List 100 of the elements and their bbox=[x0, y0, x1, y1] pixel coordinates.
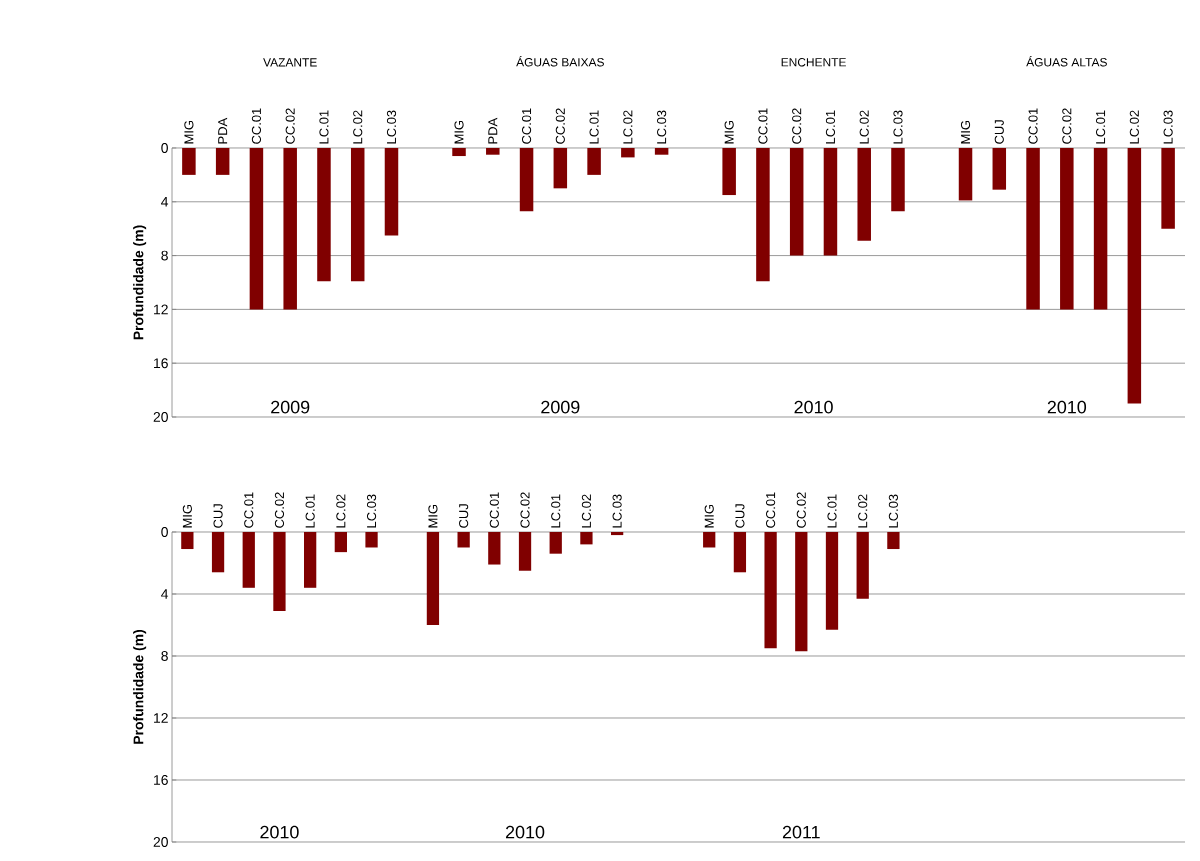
x-tick-label: LC.03 bbox=[386, 110, 397, 144]
x-tick-label: PDA bbox=[488, 117, 498, 144]
bar bbox=[789, 147, 804, 256]
x-tick-label: MIG bbox=[724, 120, 734, 144]
bar bbox=[825, 531, 839, 630]
x-tick-label: CC.02 bbox=[520, 492, 530, 528]
bar bbox=[823, 147, 838, 256]
bar bbox=[887, 531, 900, 550]
x-tick-label: MIG bbox=[428, 504, 438, 528]
bar bbox=[1060, 147, 1074, 310]
y-tick-label: 12 bbox=[154, 713, 168, 723]
bar bbox=[756, 147, 770, 282]
x-tick-label: CUJ bbox=[735, 504, 745, 528]
bar bbox=[856, 531, 869, 599]
bar bbox=[317, 147, 331, 282]
x-tick-label: MIG bbox=[182, 504, 192, 528]
x-tick-label: CC.01 bbox=[1028, 108, 1038, 144]
x-tick-label: LC.02 bbox=[1129, 110, 1139, 144]
y-axis-title: Profundidade (m) bbox=[133, 629, 147, 744]
x-tick-label: MIG bbox=[184, 120, 194, 144]
bar bbox=[426, 531, 440, 625]
x-tick-label: LC.03 bbox=[893, 110, 903, 144]
bar bbox=[304, 531, 317, 588]
x-tick-label: CC.01 bbox=[251, 108, 262, 144]
x-tick-label: CC.01 bbox=[489, 492, 499, 528]
y-tick-label: 4 bbox=[161, 589, 169, 599]
x-tick-label: MIG bbox=[454, 120, 464, 144]
x-tick-label: CC.01 bbox=[766, 492, 776, 528]
bar bbox=[992, 147, 1007, 190]
x-tick-label: CC.02 bbox=[274, 492, 285, 528]
bar bbox=[703, 531, 716, 548]
x-tick-label: LC.01 bbox=[589, 110, 599, 144]
annotation: 2009 bbox=[541, 400, 580, 414]
x-tick-label: CC.02 bbox=[792, 108, 802, 144]
y-tick-label: 20 bbox=[153, 412, 168, 422]
bar bbox=[242, 531, 255, 588]
x-tick-label: LC.02 bbox=[858, 494, 868, 528]
bar bbox=[553, 147, 568, 189]
x-tick-label: LC.03 bbox=[1163, 110, 1173, 144]
y-tick-label: 20 bbox=[153, 837, 168, 847]
x-tick-label: LC.03 bbox=[888, 494, 898, 528]
x-tick-label: PDA bbox=[218, 117, 228, 144]
x-tick-label: LC.01 bbox=[825, 110, 836, 144]
x-tick-label: LC.03 bbox=[612, 494, 622, 528]
bar bbox=[283, 147, 297, 310]
bar bbox=[518, 531, 532, 571]
bar bbox=[580, 531, 593, 545]
x-tick-label: MIG bbox=[960, 120, 971, 144]
x-tick-label: CUJ bbox=[459, 504, 469, 528]
x-tick-label: CC.01 bbox=[758, 108, 768, 144]
bar bbox=[857, 147, 871, 241]
x-tick-label: LC.01 bbox=[305, 494, 315, 528]
bar bbox=[1093, 147, 1108, 310]
x-tick-label: CC.02 bbox=[555, 108, 565, 144]
bar bbox=[891, 147, 905, 212]
x-tick-label: LC.01 bbox=[551, 494, 561, 528]
bar bbox=[654, 147, 669, 155]
y-tick-label: 8 bbox=[161, 250, 168, 261]
y-tick-label: 16 bbox=[154, 358, 168, 369]
x-tick-label: LC.01 bbox=[1096, 110, 1106, 144]
bar bbox=[273, 531, 286, 612]
y-axis-title: Profundidade (m) bbox=[133, 225, 147, 340]
x-tick-label: CUJ bbox=[213, 504, 223, 528]
bar bbox=[722, 147, 736, 196]
bar bbox=[488, 531, 501, 565]
x-tick-label: CC.02 bbox=[796, 492, 806, 528]
bar bbox=[795, 531, 808, 652]
text: ENCHENTE bbox=[781, 58, 846, 67]
bar bbox=[1127, 147, 1142, 404]
bar bbox=[549, 531, 562, 554]
x-tick-label: MIG bbox=[704, 504, 714, 528]
x-tick-label: LC.01 bbox=[319, 110, 329, 144]
x-tick-label: CC.02 bbox=[1062, 108, 1072, 144]
bar bbox=[519, 147, 534, 212]
y-tick-label: 4 bbox=[161, 196, 169, 207]
bar bbox=[764, 531, 777, 649]
bar bbox=[958, 147, 973, 201]
x-tick-label: LC.02 bbox=[623, 110, 633, 144]
bar bbox=[182, 147, 196, 175]
bar bbox=[365, 531, 378, 548]
y-tick-label: 0 bbox=[161, 527, 168, 537]
x-tick-label: LC.03 bbox=[366, 494, 377, 528]
bar bbox=[350, 147, 365, 282]
bar bbox=[1026, 147, 1040, 310]
x-tick-label: LC.02 bbox=[581, 494, 591, 528]
bar bbox=[610, 531, 624, 536]
bar bbox=[181, 531, 194, 550]
y-tick-label: 0 bbox=[161, 143, 168, 153]
bar bbox=[384, 147, 399, 236]
x-tick-label: LC.01 bbox=[827, 494, 837, 528]
x-tick-label: LC.02 bbox=[859, 110, 869, 144]
y-tick-label: 12 bbox=[154, 304, 168, 315]
x-tick-label: LC.03 bbox=[657, 110, 667, 144]
bar bbox=[1161, 147, 1175, 229]
bar bbox=[587, 147, 601, 175]
bar bbox=[215, 147, 230, 175]
annotation: 2010 bbox=[1047, 400, 1087, 414]
annotation: 2011 bbox=[782, 825, 820, 839]
y-tick-label: 8 bbox=[161, 651, 168, 661]
x-tick-label: CC.01 bbox=[521, 108, 532, 144]
